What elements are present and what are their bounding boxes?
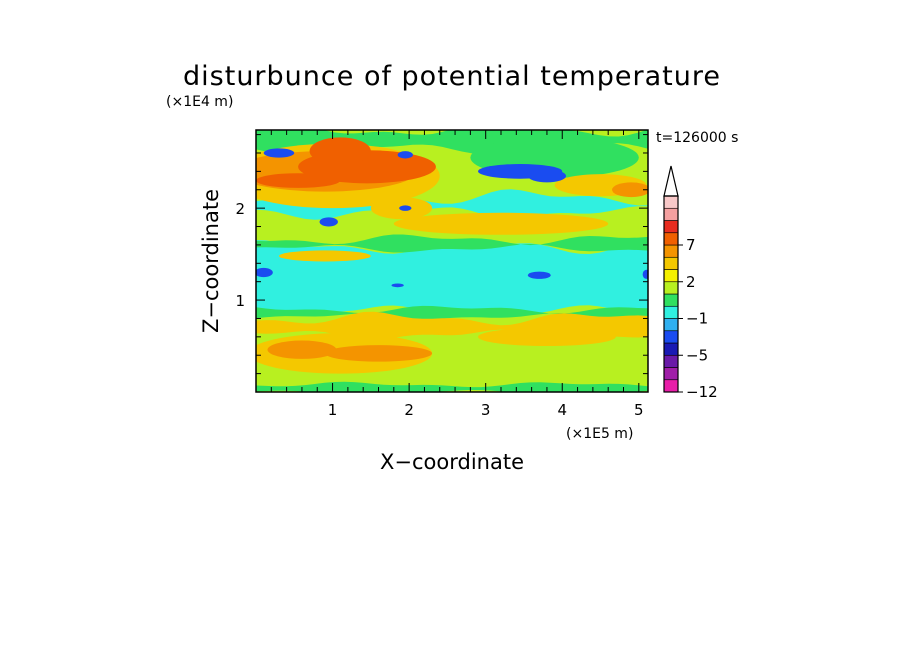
x-tick-label: 1 bbox=[328, 401, 338, 419]
field-band bbox=[256, 381, 648, 392]
colorbar-tick-label: −12 bbox=[686, 383, 718, 401]
x-tick-label: 5 bbox=[634, 401, 644, 419]
colorbar-swatch bbox=[663, 256, 679, 270]
colorbar-tick-label: −1 bbox=[686, 310, 708, 328]
field-blob bbox=[256, 267, 273, 278]
field-blob bbox=[391, 283, 404, 288]
colorbar-swatch bbox=[663, 207, 679, 221]
field-blob bbox=[267, 340, 337, 359]
field-blob bbox=[263, 148, 295, 158]
colorbar-swatch bbox=[663, 354, 679, 368]
field-blob bbox=[324, 345, 433, 362]
field-band bbox=[256, 305, 648, 320]
field-band bbox=[256, 188, 648, 220]
x-tick-label: 3 bbox=[481, 401, 491, 419]
colorbar-swatch bbox=[663, 244, 679, 258]
y-tick-labels: 12 bbox=[235, 200, 245, 310]
field-blob bbox=[319, 217, 338, 227]
colorbar-swatch bbox=[663, 293, 679, 307]
field-blob bbox=[478, 327, 616, 347]
colorbar-swatch bbox=[663, 379, 679, 393]
x-axis-label: X−coordinate bbox=[380, 450, 524, 474]
contour-field bbox=[256, 130, 648, 392]
colorbar-frame bbox=[663, 195, 679, 393]
x-axis-unit: (×1E5 m) bbox=[566, 426, 633, 442]
colorbar-tick-label: 7 bbox=[686, 236, 696, 254]
field-blob bbox=[393, 212, 609, 235]
x-tick-labels: 1 2 3 4 5 bbox=[328, 401, 644, 419]
colorbar-swatch bbox=[663, 318, 679, 332]
colorbar-labels: −12−5−127 bbox=[678, 236, 718, 401]
colorbar bbox=[663, 165, 679, 393]
colorbar-tick-label: 2 bbox=[686, 273, 696, 291]
y-axis-label: Z−coordinate bbox=[199, 189, 223, 333]
field-blob bbox=[309, 137, 371, 165]
colorbar-swatch bbox=[663, 269, 679, 283]
field-blob bbox=[397, 151, 413, 159]
colorbar-swatch bbox=[663, 220, 679, 234]
colorbar-swatch bbox=[663, 305, 679, 319]
y-tick-label: 2 bbox=[235, 200, 245, 218]
field-blob bbox=[612, 182, 648, 198]
field-blob bbox=[527, 271, 551, 279]
colorbar-swatch bbox=[663, 195, 679, 209]
x-tick-label: 4 bbox=[557, 401, 567, 419]
y-axis-unit: (×1E4 m) bbox=[166, 94, 233, 110]
colorbar-swatch bbox=[663, 367, 679, 381]
colorbar-extend-arrow bbox=[663, 165, 679, 197]
field-band bbox=[256, 130, 648, 155]
field-blob bbox=[485, 165, 501, 172]
colorbar-swatch bbox=[663, 281, 679, 295]
plot-frame bbox=[255, 129, 649, 393]
colorbar-swatch bbox=[663, 342, 679, 356]
field-band bbox=[256, 234, 648, 253]
colorbar-tick-label: −5 bbox=[686, 346, 708, 364]
y-tick-label: 1 bbox=[235, 292, 245, 310]
axis-ticks bbox=[256, 130, 648, 392]
field-blob bbox=[278, 250, 371, 262]
field-blob bbox=[399, 205, 412, 211]
field-blob bbox=[642, 269, 648, 279]
chart-title: disturbunce of potential temperature bbox=[183, 61, 721, 92]
colorbar-swatch bbox=[663, 330, 679, 344]
colorbar-swatch bbox=[663, 232, 679, 246]
x-tick-label: 2 bbox=[404, 401, 414, 419]
time-label: t=126000 s bbox=[656, 130, 738, 146]
field-blob bbox=[527, 169, 567, 183]
